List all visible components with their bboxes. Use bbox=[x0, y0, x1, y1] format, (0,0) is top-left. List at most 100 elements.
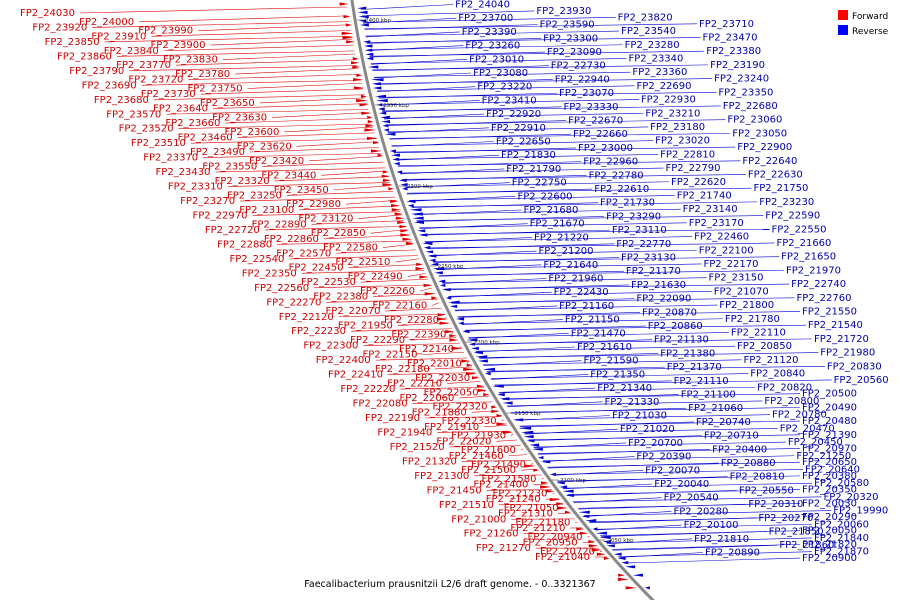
reverse-feature bbox=[440, 284, 445, 287]
forward-gene-label: FP2_23430 bbox=[156, 167, 211, 178]
reverse-leader-line bbox=[361, 5, 453, 10]
forward-feature bbox=[346, 23, 352, 26]
reverse-feature bbox=[365, 53, 373, 56]
forward-feature bbox=[365, 124, 374, 127]
reverse-gene-label: FP2_23930 bbox=[536, 6, 591, 17]
reverse-gene-label: FP2_22170 bbox=[703, 259, 758, 270]
forward-leader-line bbox=[260, 98, 365, 103]
forward-feature bbox=[449, 338, 458, 341]
forward-gene-label: FP2_22890 bbox=[252, 219, 307, 230]
reverse-feature bbox=[458, 322, 464, 325]
reverse-feature bbox=[538, 456, 543, 459]
reverse-feature bbox=[524, 435, 534, 438]
reverse-feature bbox=[358, 11, 368, 14]
forward-feature bbox=[558, 506, 568, 509]
reverse-gene-label: FP2_21680 bbox=[523, 205, 578, 216]
forward-leader-line bbox=[334, 186, 391, 190]
forward-gene-label: FP2_23460 bbox=[178, 133, 233, 144]
reverse-gene-label: FP2_21060 bbox=[688, 403, 743, 414]
reverse-gene-label: FP2_23090 bbox=[547, 47, 602, 58]
reverse-feature bbox=[396, 170, 402, 173]
reverse-gene-label: FP2_23180 bbox=[650, 122, 705, 133]
forward-leader-line bbox=[139, 16, 348, 22]
forward-gene-label: FP2_21950 bbox=[338, 321, 393, 332]
forward-feature bbox=[368, 120, 374, 123]
reverse-gene-label: FP2_23070 bbox=[559, 88, 614, 99]
reverse-feature bbox=[412, 217, 423, 220]
forward-gene-label: FP2_23830 bbox=[163, 55, 218, 66]
reverse-gene-label: FP2_21340 bbox=[597, 383, 652, 394]
forward-gene-label: FP2_22070 bbox=[326, 306, 381, 317]
forward-gene-label: FP2_23690 bbox=[82, 80, 137, 91]
reverse-gene-label: FP2_23700 bbox=[458, 13, 513, 24]
reverse-gene-label: FP2_23010 bbox=[469, 54, 524, 65]
forward-leader-line bbox=[502, 420, 504, 422]
reverse-gene-label: FP2_23290 bbox=[606, 211, 661, 222]
reverse-gene-label: FP2_20560 bbox=[834, 375, 889, 386]
reverse-feature bbox=[607, 544, 615, 547]
reverse-gene-label: FP2_20870 bbox=[642, 307, 697, 318]
forward-feature bbox=[361, 112, 371, 115]
reverse-gene-label: FP2_21980 bbox=[820, 348, 875, 359]
forward-gene-label: FP2_22580 bbox=[323, 243, 378, 254]
reverse-gene-label: FP2_21810 bbox=[694, 534, 749, 545]
forward-leader-line bbox=[346, 200, 396, 204]
forward-gene-label: FP2_22850 bbox=[311, 228, 366, 239]
tick-label: 2050 kbp bbox=[608, 538, 634, 544]
forward-feature bbox=[400, 233, 410, 236]
forward-gene-label: FP2_22450 bbox=[289, 263, 344, 274]
reverse-gene-label: FP2_21830 bbox=[501, 150, 556, 161]
forward-gene-label: FP2_22970 bbox=[193, 211, 248, 222]
forward-feature bbox=[431, 296, 438, 299]
reverse-feature bbox=[442, 288, 451, 291]
reverse-feature bbox=[429, 259, 435, 262]
reverse-gene-label: FP2_23350 bbox=[718, 87, 773, 98]
forward-feature bbox=[424, 284, 433, 287]
reverse-gene-label: FP2_23360 bbox=[632, 67, 687, 78]
reverse-gene-label: FP2_22940 bbox=[555, 74, 610, 85]
reverse-gene-label: FP2_23220 bbox=[477, 82, 532, 93]
forward-feature bbox=[342, 32, 354, 35]
forward-gene-label: FP2_23520 bbox=[119, 124, 174, 135]
reverse-gene-label: FP2_22550 bbox=[772, 224, 827, 235]
reverse-gene-label: FP2_21200 bbox=[539, 246, 594, 257]
forward-gene-label: FP2_23840 bbox=[104, 46, 159, 57]
forward-gene-label: FP2_21320 bbox=[402, 456, 457, 467]
reverse-gene-label: FP2_20390 bbox=[636, 452, 691, 463]
forward-feature bbox=[440, 322, 451, 325]
reverse-gene-label: FP2_22100 bbox=[699, 245, 754, 256]
forward-gene-label: FP2_22380 bbox=[313, 292, 368, 303]
reverse-gene-label: FP2_23110 bbox=[612, 225, 667, 236]
reverse-gene-label: FP2_20900 bbox=[802, 553, 857, 564]
forward-leader-line bbox=[297, 142, 377, 147]
forward-gene-label: FP2_23250 bbox=[227, 190, 282, 201]
forward-feature bbox=[397, 221, 406, 224]
reverse-gene-label: FP2_23150 bbox=[708, 273, 763, 284]
forward-feature bbox=[361, 95, 367, 98]
reverse-feature bbox=[450, 305, 457, 308]
reverse-gene-label: FP2_21330 bbox=[604, 397, 659, 408]
tick-label: 2150 kbp bbox=[515, 411, 541, 417]
reverse-gene-label: FP2_21020 bbox=[620, 424, 675, 435]
forward-leader-line bbox=[248, 83, 362, 88]
forward-gene-label: FP2_23650 bbox=[200, 98, 255, 109]
reverse-gene-label: FP2_23470 bbox=[703, 32, 758, 43]
forward-feature bbox=[346, 40, 355, 43]
reverse-feature bbox=[381, 120, 390, 123]
forward-gene-label: FP2_23900 bbox=[151, 40, 206, 51]
forward-gene-label: FP2_23620 bbox=[237, 141, 292, 152]
forward-gene-label: FP2_23850 bbox=[45, 37, 100, 48]
reverse-gene-label: FP2_22670 bbox=[568, 116, 623, 127]
reverse-feature bbox=[438, 280, 445, 283]
forward-gene-label: FP2_22120 bbox=[279, 312, 334, 323]
reverse-feature bbox=[485, 372, 491, 375]
reverse-gene-label: FP2_21130 bbox=[654, 335, 709, 346]
forward-gene-label: FP2_23550 bbox=[202, 161, 257, 172]
forward-gene-label: FP2_23100 bbox=[239, 205, 294, 216]
forward-feature bbox=[491, 410, 499, 413]
reverse-feature bbox=[497, 393, 504, 396]
reverse-feature bbox=[435, 271, 443, 274]
reverse-gene-label: FP2_21640 bbox=[543, 260, 598, 271]
reverse-gene-label: FP2_20710 bbox=[704, 431, 759, 442]
forward-gene-label: FP2_23600 bbox=[224, 127, 279, 138]
